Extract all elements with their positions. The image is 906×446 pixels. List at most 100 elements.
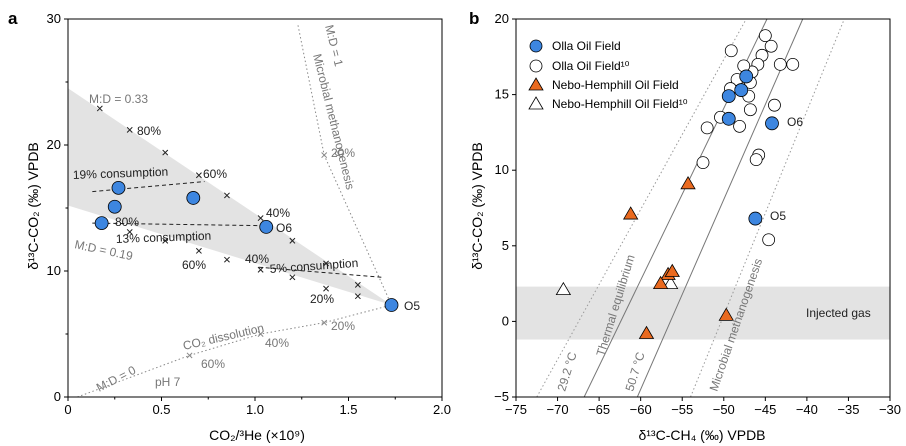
olla10-point [764,39,778,53]
olla10-point [758,29,772,43]
x-axis-label-a: CO₂/³He (×10⁹) [209,427,305,443]
pct-label: 20% [310,292,334,306]
mixing-cross [257,215,264,222]
reference-line [536,19,747,397]
nebo-point [664,263,680,277]
olla10-point [700,121,714,135]
y-tick-label-a: 30 [47,11,61,26]
consumption-5-label: 5% consumption [269,256,358,276]
point-label-o5-a: O5 [404,299,420,313]
md-033-label: M:D = 0.33 [89,92,148,106]
legend-olla10-marker [529,59,543,73]
x-tick-label-a: 2.0 [433,402,451,417]
x-tick-label-b: −40 [796,402,818,417]
mixing-cross [257,331,264,337]
y-tick-label-a: 10 [47,263,61,278]
olla-point [739,69,754,84]
panel-b-line-layer [536,19,845,397]
x-tick-label-b: −45 [754,402,776,417]
panel-a-axes: CO₂/³He (×10⁹) δ¹³C-CO₂ (‰) VPDB 0 0.5 1.0… [25,11,451,443]
mixing-cross [126,228,133,235]
pct-label: 80% [137,124,161,138]
nebo-point [622,206,639,220]
y-tick-label-b: 15 [495,87,509,102]
olla-point [748,211,763,226]
nebo10-point [555,281,572,296]
nebo-point [638,325,655,339]
mixing-cross [289,237,296,244]
x-tick-label-b: −55 [671,402,693,417]
consumption-line [92,222,261,227]
olla10-point [743,103,757,117]
legend-nebo-label: Nebo-Hemphill Oil Field [552,78,679,92]
olla-point [107,199,122,214]
x-tick-label-b: −60 [630,402,652,417]
pct-label: 80% [115,215,139,229]
mixing-cross [321,152,328,159]
olla-point [259,219,274,234]
y-tick-label-b: 10 [495,162,509,177]
nebo-point [652,275,669,290]
x-tick-label-a: 0 [64,402,71,417]
mixing-cross [354,293,361,300]
x-tick-label-a: 0.5 [152,402,170,417]
injected-gas-label: Injected gas [806,306,871,320]
pct-label: 20% [331,319,355,333]
legend-olla10-label: Olla Oil Field¹⁰ [552,59,630,73]
panel-a-background-layer [68,88,392,306]
panel-b-annotation-layer: Injected gas 29.2 °C Thermal equilibrium… [554,115,870,393]
x-tick-label-b: −30 [879,402,901,417]
panel-a-label: a [8,9,18,28]
pct-label: 20% [331,146,355,160]
mixing-cross [223,256,230,263]
mixing-cross [126,126,133,133]
olla10-point [786,57,800,71]
y-tick-label-b: 20 [495,11,509,26]
olla10-point [724,44,738,58]
y-tick-label-b: 0 [502,313,509,328]
consumption-line [92,181,205,193]
mixing-cross [323,260,330,267]
olla10-point [762,233,776,247]
mixing-cross [195,247,202,254]
mixing-cross [321,319,328,326]
md-0-label: M:D = 0 [94,363,138,395]
olla10-point [749,153,763,167]
point-label-o5-b: O5 [770,209,786,223]
mixing-cross [195,172,202,179]
olla-point [94,216,109,231]
x-tick-label-b: −65 [588,402,610,417]
y-tick-label-a: 0 [54,389,61,404]
olla-point [734,83,749,97]
olla10-point [733,119,746,133]
mixing-cross [162,149,169,156]
olla10-point [768,98,781,112]
nebo10-point [662,275,679,290]
mixing-cross [323,285,330,292]
x-tick-label-b: −50 [713,402,735,417]
legend-olla-label: Olla Oil Field [552,39,621,53]
consumption-19-label: 19% consumption [73,165,169,182]
legend-olla-marker [529,39,543,53]
panel-a-marker-layer [94,105,399,359]
legend-nebo10-label: Nebo-Hemphill Oil Field¹⁰ [552,97,688,111]
mixing-cross [223,192,230,199]
olla-point [384,298,399,312]
x-tick-label-b: −75 [505,402,527,417]
olla-point [765,116,779,131]
point-label-o6-a: O6 [276,221,292,235]
pct-label: 60% [203,167,227,181]
plot-frame-b [515,18,891,398]
mixing-cross [257,266,264,273]
olla-point [721,89,736,104]
nebo-point [718,307,734,321]
olla-point [111,180,126,195]
x-tick-label-a: 1.0 [246,402,264,417]
mixing-cross [289,274,296,281]
olla-point [721,111,736,126]
y-axis-label-a: δ¹³C-CO₂ (‰) VPDB [25,142,41,270]
olla10-point [773,57,787,71]
panel-b-axes: δ¹³C-CH₄ (‰) VPDB δ¹³C-CO₂ (‰) VPDB −75−… [469,11,901,443]
legend: Olla Oil Field Olla Oil Field¹⁰ Nebo-Hem… [528,39,688,111]
